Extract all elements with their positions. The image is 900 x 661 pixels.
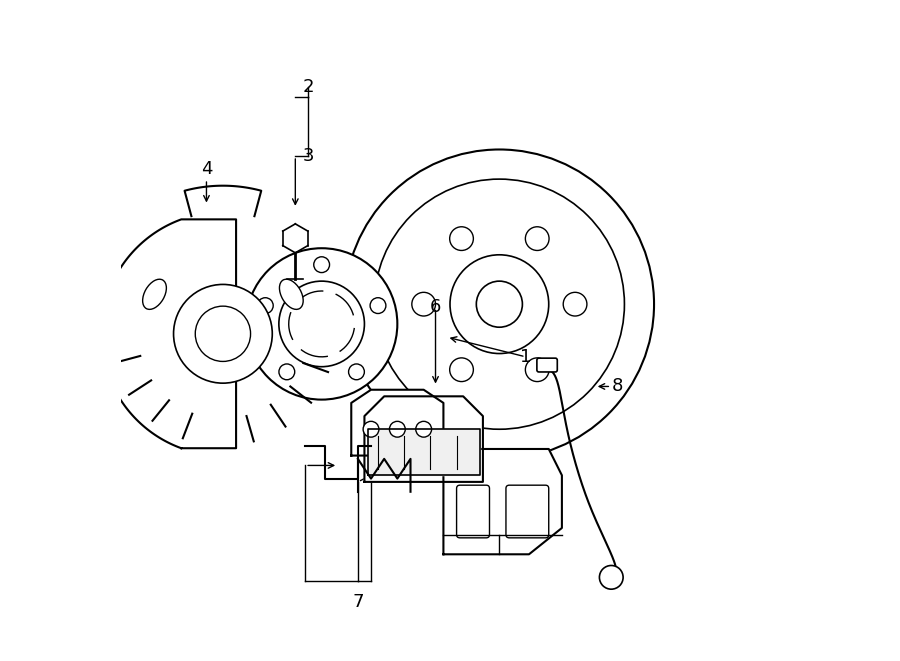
- Text: 3: 3: [302, 147, 314, 165]
- Text: 8: 8: [612, 377, 624, 395]
- Circle shape: [416, 421, 432, 437]
- Polygon shape: [351, 390, 444, 455]
- Text: 6: 6: [430, 299, 441, 317]
- Circle shape: [174, 284, 273, 383]
- Text: 1: 1: [520, 348, 531, 366]
- Ellipse shape: [142, 279, 166, 309]
- Text: 7: 7: [352, 593, 364, 611]
- Text: 2: 2: [302, 78, 314, 96]
- Polygon shape: [364, 397, 483, 482]
- Circle shape: [195, 306, 250, 362]
- Circle shape: [279, 364, 294, 379]
- Circle shape: [363, 421, 379, 437]
- Circle shape: [246, 249, 397, 400]
- Polygon shape: [101, 219, 236, 448]
- FancyBboxPatch shape: [456, 485, 490, 538]
- Circle shape: [390, 421, 405, 437]
- Ellipse shape: [280, 279, 303, 309]
- Polygon shape: [444, 449, 562, 555]
- Circle shape: [370, 297, 386, 313]
- Circle shape: [314, 256, 329, 272]
- Text: 4: 4: [201, 160, 212, 178]
- Text: 5: 5: [500, 473, 512, 491]
- FancyBboxPatch shape: [537, 358, 557, 372]
- FancyBboxPatch shape: [506, 485, 549, 538]
- Polygon shape: [368, 429, 480, 475]
- Circle shape: [348, 364, 364, 379]
- Circle shape: [599, 565, 623, 589]
- Polygon shape: [184, 186, 261, 216]
- Circle shape: [257, 297, 274, 313]
